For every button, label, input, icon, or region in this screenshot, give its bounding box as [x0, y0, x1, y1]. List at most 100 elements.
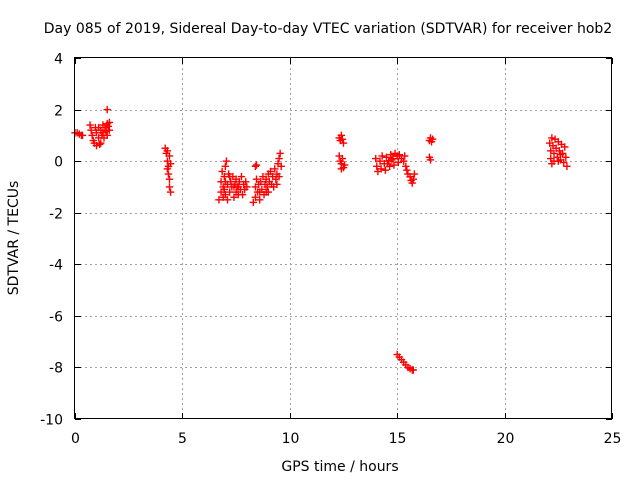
data-point [339, 139, 348, 147]
x-tick-label: 0 [71, 431, 80, 447]
data-point [215, 196, 223, 204]
data-point [103, 131, 111, 140]
data-point [561, 143, 569, 151]
data-point [164, 170, 173, 178]
data-point [401, 152, 409, 160]
data-point [238, 190, 247, 199]
data-point [410, 170, 419, 178]
data-point [373, 162, 381, 171]
data-point [165, 152, 174, 160]
data-point [166, 160, 175, 168]
data-point [230, 193, 238, 201]
data-point [99, 129, 107, 137]
data-point [337, 131, 346, 140]
data-point [426, 156, 435, 164]
data-point [166, 188, 175, 196]
data-point [221, 178, 230, 186]
data-point [409, 175, 418, 183]
data-point [220, 185, 228, 194]
data-point [235, 178, 244, 186]
data-point [92, 141, 101, 150]
data-point [563, 162, 571, 171]
data-point [78, 131, 87, 140]
data-point [263, 183, 271, 191]
y-tick-label: -2 [49, 207, 63, 223]
data-point [97, 139, 105, 147]
data-point [222, 157, 231, 165]
data-point [221, 162, 230, 171]
x-tick-label: 25 [604, 431, 622, 447]
data-point [218, 167, 226, 176]
data-point [340, 161, 349, 169]
y-tick-label: 4 [54, 52, 63, 68]
data-point [337, 165, 346, 173]
data-point [103, 105, 111, 114]
data-point [104, 122, 112, 131]
data-point [376, 157, 384, 165]
y-tick-label: 0 [54, 155, 63, 171]
data-point [101, 123, 109, 132]
data-point [257, 178, 265, 186]
y-tick-label: -4 [49, 258, 63, 274]
data-point [225, 188, 234, 196]
data-point [377, 165, 385, 173]
y-axis-label: SDTVAR / TECUs [6, 181, 22, 296]
data-point [273, 180, 281, 189]
data-point [271, 165, 279, 173]
axis-ticks [75, 58, 613, 420]
data-point [266, 167, 275, 176]
y-tick-labels: -10 -8 -6 -4 -2 0 2 4 [40, 52, 63, 429]
data-point [242, 178, 250, 186]
y-tick-label: 2 [54, 104, 63, 120]
data-point [378, 152, 386, 160]
data-point [88, 131, 96, 140]
data-point [234, 183, 242, 191]
data-point [548, 134, 556, 142]
data-point [403, 166, 411, 174]
data-point [408, 179, 416, 187]
data-point [102, 127, 110, 136]
data-point [249, 198, 257, 207]
data-point [237, 172, 246, 181]
data-point [390, 161, 398, 169]
x-tick-label: 10 [282, 431, 300, 447]
data-point [381, 166, 390, 174]
data-point [256, 196, 264, 204]
data-point [87, 126, 95, 134]
data-point [556, 150, 565, 159]
data-point [86, 121, 94, 129]
data-point [382, 153, 391, 161]
data-point [550, 157, 558, 165]
data-point [105, 126, 114, 134]
data-point [387, 150, 395, 159]
y-tick-label: -10 [40, 413, 63, 429]
data-point [394, 158, 402, 167]
x-tick-label: 5 [178, 431, 187, 447]
data-point [409, 366, 418, 374]
plot-frame [74, 57, 612, 419]
data-point [372, 154, 380, 163]
data-point [256, 188, 264, 196]
x-tick-label: 15 [389, 431, 407, 447]
data-point [428, 135, 437, 143]
data-point [225, 172, 234, 181]
data-point [338, 135, 347, 143]
data-points [71, 105, 571, 374]
data-point [165, 183, 174, 191]
data-point [276, 149, 284, 158]
data-point [559, 158, 568, 167]
data-point [275, 154, 283, 163]
data-point [251, 193, 260, 201]
data-point [223, 196, 232, 204]
data-point [243, 183, 251, 191]
data-point [277, 162, 285, 171]
data-point [562, 153, 570, 161]
x-axis-label: GPS time / hours [281, 459, 398, 475]
data-point [388, 156, 396, 164]
data-point [92, 129, 101, 137]
data-point [105, 118, 114, 127]
grid [75, 58, 612, 419]
y-tick-label: -6 [49, 310, 63, 326]
x-tick-labels: 0 5 10 15 20 25 [71, 431, 621, 447]
